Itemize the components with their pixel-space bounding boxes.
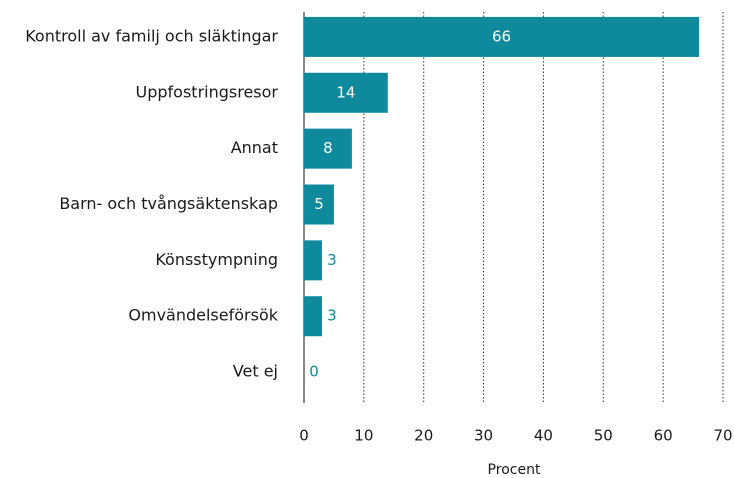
bar (304, 72, 388, 113)
bar (304, 240, 322, 281)
x-tick-label: 60 (654, 427, 673, 445)
value-label: 14 (336, 83, 355, 101)
bar (304, 128, 352, 169)
bar (304, 184, 334, 225)
value-label: 66 (492, 27, 511, 45)
x-tick-label: 20 (414, 427, 433, 445)
y-tick-label: Annat (231, 138, 278, 157)
y-tick-label: Barn- och tvångsäktenskap (59, 194, 278, 213)
x-tick-label: 50 (594, 427, 613, 445)
value-label: 3 (327, 307, 337, 325)
y-tick-label: Kontroll av familj och släktingar (25, 26, 278, 45)
x-tick-label: 40 (534, 427, 553, 445)
x-tick-label: 70 (713, 427, 732, 445)
y-tick-label: Könsstympning (155, 250, 278, 269)
value-label: 5 (314, 195, 324, 213)
x-tick-label: 0 (299, 427, 309, 445)
value-label: 8 (323, 139, 333, 157)
y-tick-label: Vet ej (233, 362, 278, 381)
y-tick-label: Omvändelseförsök (128, 306, 278, 325)
x-tick-label: 30 (474, 427, 493, 445)
bar (304, 16, 700, 57)
value-label: 3 (327, 251, 337, 269)
x-tick-label: 10 (354, 427, 373, 445)
x-axis-label: Procent (488, 462, 541, 478)
bar (304, 296, 322, 337)
value-label: 0 (309, 363, 319, 381)
y-tick-label: Uppfostringsresor (136, 82, 279, 101)
